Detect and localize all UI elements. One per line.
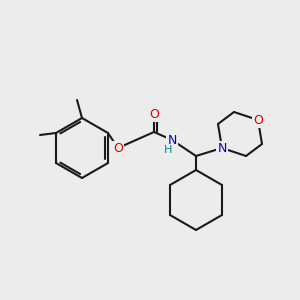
Text: O: O (149, 107, 159, 121)
Text: N: N (167, 134, 177, 146)
Text: O: O (253, 113, 263, 127)
Text: H: H (164, 145, 172, 155)
Text: O: O (113, 142, 123, 154)
Text: N: N (217, 142, 227, 154)
